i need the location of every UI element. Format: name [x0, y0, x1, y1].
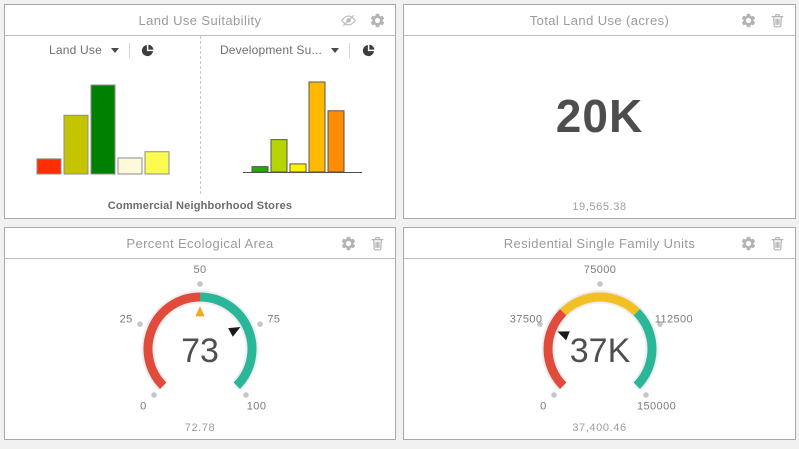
- header-icons: [739, 228, 786, 258]
- panel-header: Percent Ecological Area: [5, 228, 395, 259]
- svg-text:150000: 150000: [637, 401, 676, 413]
- panel-header: Total Land Use (acres): [404, 5, 795, 36]
- panel-header: Residential Single Family Units: [404, 228, 795, 259]
- gauge-exact-value: 37,400.46: [572, 422, 627, 434]
- trash-icon: [769, 235, 786, 252]
- svg-text:25: 25: [120, 313, 133, 325]
- delete-button[interactable]: [368, 234, 386, 252]
- delete-button[interactable]: [768, 234, 786, 252]
- svg-text:37500: 37500: [509, 313, 542, 325]
- trash-icon: [369, 235, 386, 252]
- pie-chart-icon: [140, 43, 155, 58]
- visibility-off-icon: [340, 12, 357, 29]
- settings-button[interactable]: [739, 11, 757, 29]
- development-suitability-dropdown[interactable]: Development Su...: [201, 36, 395, 64]
- chart-halves: Land Use Development Su...: [5, 36, 395, 194]
- panel-total-land-use: Total Land Use (acres) 20K 19,565.38: [403, 4, 796, 219]
- left-chart-half: Land Use: [5, 36, 200, 194]
- chevron-down-icon: [331, 47, 340, 53]
- land-use-bar-chart: [36, 84, 169, 175]
- gear-icon: [740, 235, 757, 252]
- panel-land-use-suitability: Land Use Suitability Land Use: [4, 4, 396, 219]
- chart-type-pie-button[interactable]: [140, 42, 156, 58]
- panel-title: Land Use Suitability: [138, 12, 262, 28]
- right-chart-half: Development Su...: [200, 36, 395, 194]
- trash-icon: [769, 12, 786, 29]
- divider: [349, 42, 351, 58]
- chart-type-pie-button[interactable]: [360, 42, 376, 58]
- gauge-exact-value: 72.78: [184, 422, 216, 434]
- gauge-container: 0 25 50 75 100 73 72.78: [5, 259, 395, 439]
- chevron-down-icon: [110, 47, 119, 53]
- gear-icon: [369, 12, 386, 29]
- header-icons: [339, 228, 386, 258]
- panel-percent-ecological-area: Percent Ecological Area 0 25 50 75 100 73 72.…: [4, 227, 396, 440]
- gauge-container: 0 37500 75000 112500 150000 37K 37,400.46: [404, 259, 795, 439]
- svg-text:75000: 75000: [583, 264, 616, 276]
- land-use-dropdown[interactable]: Land Use: [5, 36, 200, 64]
- settings-button[interactable]: [368, 11, 386, 29]
- delete-button[interactable]: [768, 11, 786, 29]
- svg-text:112500: 112500: [654, 313, 692, 325]
- kpi-exact-value: 19,565.38: [572, 201, 627, 213]
- divider: [128, 42, 130, 58]
- svg-text:0: 0: [140, 401, 147, 413]
- gear-icon: [740, 12, 757, 29]
- svg-text:37K: 37K: [569, 332, 630, 370]
- dashboard: Land Use Suitability Land Use: [4, 4, 796, 440]
- pie-chart-icon: [361, 43, 376, 58]
- header-icons: [339, 5, 386, 35]
- svg-text:100: 100: [247, 401, 267, 413]
- panel-title: Percent Ecological Area: [126, 235, 274, 251]
- svg-text:73: 73: [181, 332, 219, 370]
- residential-units-gauge: 0 37500 75000 112500 150000 37K: [509, 264, 692, 413]
- development-suitability-bar-chart: [243, 81, 362, 173]
- settings-button[interactable]: [339, 234, 357, 252]
- dropdown-label: Development Su...: [219, 43, 323, 57]
- svg-text:50: 50: [193, 264, 206, 276]
- category-label: Commercial Neighborhood Stores: [107, 200, 293, 212]
- kpi-value: 20K: [555, 90, 644, 142]
- svg-text:75: 75: [267, 313, 280, 325]
- svg-text:0: 0: [540, 401, 547, 413]
- dropdown-label: Land Use: [49, 43, 102, 57]
- gear-icon: [340, 235, 357, 252]
- panel-title: Total Land Use (acres): [529, 12, 670, 28]
- visibility-toggle-button[interactable]: [339, 11, 357, 29]
- percent-ecological-gauge: 0 25 50 75 100 73: [120, 264, 280, 413]
- panel-title: Residential Single Family Units: [503, 235, 696, 251]
- panel-header: Land Use Suitability: [5, 5, 395, 36]
- panel-residential-single-family-units: Residential Single Family Units 0 37500 75…: [403, 227, 796, 440]
- header-icons: [739, 5, 786, 35]
- settings-button[interactable]: [739, 234, 757, 252]
